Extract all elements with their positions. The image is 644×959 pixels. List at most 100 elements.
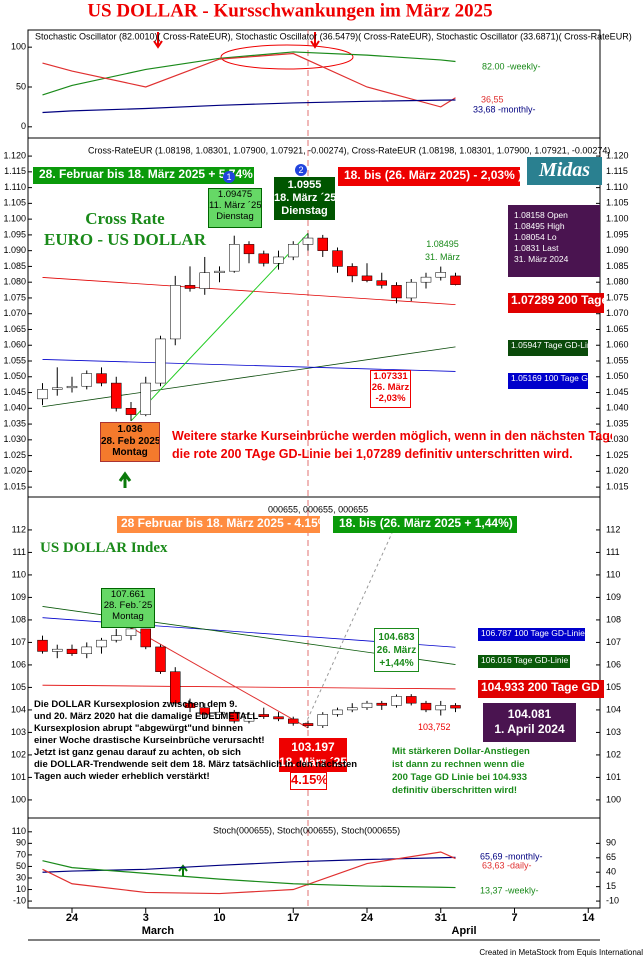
y-tick-label: 1.070: [606, 308, 629, 318]
annotation-line: Cross Rate: [85, 209, 165, 228]
annotation-line: die rote 200 TAge GD-Linie bei 1,07289 d…: [172, 447, 573, 461]
y-tick-label: 111: [606, 547, 620, 557]
annotation-line: 103,752: [418, 722, 451, 732]
y-tick-label: 1.095: [606, 229, 629, 239]
candle-body: [214, 270, 225, 273]
annotation-line: und 20. März 2020 hat die damalige EDELM…: [34, 711, 262, 722]
candle-body: [376, 702, 387, 706]
y-tick-label: 107: [11, 637, 26, 647]
y-tick-label: 1.040: [3, 403, 26, 413]
candle-body: [170, 671, 181, 704]
y-tick-label: 110: [12, 569, 26, 579]
candle-body: [96, 373, 107, 384]
y-tick-label: 103: [606, 727, 621, 737]
y-tick-label: 107: [606, 637, 621, 647]
y-tick-label: 108: [606, 614, 621, 624]
y-tick-label: 10: [16, 884, 26, 894]
legend-label: 36,55: [481, 94, 504, 104]
annotation-line: 1.036: [117, 424, 143, 435]
annotation-line: Midas: [538, 159, 591, 181]
y-tick-label: 65: [606, 852, 616, 862]
x-tick-label: 14: [582, 912, 595, 924]
annotation-line: 1.0831 Last: [514, 243, 559, 253]
annotation-line: die DOLLAR-Trendwende seit dem 18. März …: [34, 759, 358, 770]
y-tick-label: 1.050: [606, 371, 629, 381]
annotation-line: 26. März: [376, 645, 417, 656]
annotation-line: 28. Februar bis 18. März 2025 + 5,74%: [39, 167, 253, 181]
annotation-line: 31. März 2024: [514, 254, 569, 264]
y-tick-label: 1.060: [3, 340, 26, 350]
candle-body: [155, 338, 166, 384]
annotation-line: 104.081: [507, 707, 552, 721]
ma-label: 104.933 200 Tage GD: [478, 680, 604, 698]
candle-body: [273, 716, 284, 720]
annotation-line: ist dann zu rechnen wenn die: [392, 759, 525, 770]
annotation-line: 1.07331: [373, 371, 408, 382]
annotation: 1.036 28. Feb 2025 Montag: [100, 422, 160, 462]
candle-body: [361, 702, 373, 708]
stoch-line: [42, 51, 456, 96]
moving-average: [42, 684, 456, 690]
y-tick-label: 109: [11, 592, 26, 602]
y-tick-label: 1.090: [3, 245, 26, 255]
projection-line: [304, 532, 393, 726]
annotation-line: Die DOLLAR Kursexplosion zwischen dem 9.: [34, 699, 238, 710]
candle-body: [435, 705, 446, 711]
y-tick-label: 1.025: [606, 450, 629, 460]
annotation: 1.09475 11. März ´25 Dienstag: [208, 188, 262, 228]
y-tick-label: 109: [606, 592, 621, 602]
y-tick-label: 50: [16, 81, 26, 91]
panel-title: 000655, 000655, 000655: [268, 504, 368, 514]
month-label: April: [452, 925, 477, 937]
candle-body: [317, 714, 328, 726]
y-tick-label: 50: [16, 861, 26, 871]
candle-body: [332, 250, 343, 267]
y-tick-label: 100: [11, 42, 26, 52]
annotation-line: einer Woche drastische Kurseinbrüche ver…: [34, 735, 265, 746]
y-tick-label: 1.065: [3, 324, 26, 334]
legend-label: 65,69 -monthly-: [480, 851, 543, 861]
annotation: Weitere starke Kurseinbrüche werden mögl…: [172, 427, 612, 465]
y-tick-label: 105: [11, 682, 26, 692]
annotation-line: definitiv überschritten wird!: [392, 785, 518, 796]
candle-body: [81, 646, 92, 654]
y-tick-label: 1.075: [606, 292, 629, 302]
candle-body: [125, 408, 137, 415]
highlight-ellipse: [220, 44, 354, 70]
annotation-line: 2: [298, 165, 304, 175]
annotation-line: 18. März ´25: [279, 755, 347, 769]
y-tick-label: 1.040: [606, 403, 629, 413]
y-tick-label: 1.055: [606, 355, 629, 365]
annotation: 1.0955 18. März ´25 Dienstag: [274, 177, 335, 220]
candle-body: [288, 244, 299, 258]
y-tick-label: 1.020: [606, 466, 629, 476]
y-tick-label: 1.045: [3, 387, 26, 397]
annotation: 1.07331 26. März -2,03%: [370, 370, 411, 408]
annotation-line: Weitere starke Kurseinbrüche werden mögl…: [172, 429, 612, 443]
candle-body: [170, 285, 181, 340]
candle-body: [450, 705, 461, 709]
annotation: Die DOLLAR Kursexplosion zwischen dem 9.…: [34, 699, 474, 797]
annotation-line: Kursexplosion abrupt "abgewürgt"und binn…: [34, 723, 244, 734]
y-tick-label: 101: [606, 772, 621, 782]
candle-body: [406, 696, 417, 704]
candle-body: [317, 237, 328, 251]
candle-body: [302, 723, 314, 726]
annotation: 1: [223, 171, 235, 183]
x-tick-label: 7: [511, 912, 517, 924]
y-tick-label: 112: [606, 524, 620, 534]
candle-body: [406, 281, 417, 299]
y-tick-label: 112: [12, 524, 26, 534]
x-tick-label: 10: [213, 912, 225, 924]
y-tick-label: 1.095: [3, 229, 26, 239]
candle-body: [52, 648, 63, 652]
arrow: [178, 864, 188, 876]
candle-body: [229, 244, 240, 272]
y-tick-label: 106: [11, 659, 26, 669]
annotation-line: 107.661: [110, 589, 146, 600]
annotation-line: 18. bis (26. März 2025) - 2,03% )!: [344, 168, 520, 182]
candle-body: [302, 237, 314, 245]
frame: [27, 29, 601, 909]
annotation-line: Montag: [112, 447, 148, 458]
